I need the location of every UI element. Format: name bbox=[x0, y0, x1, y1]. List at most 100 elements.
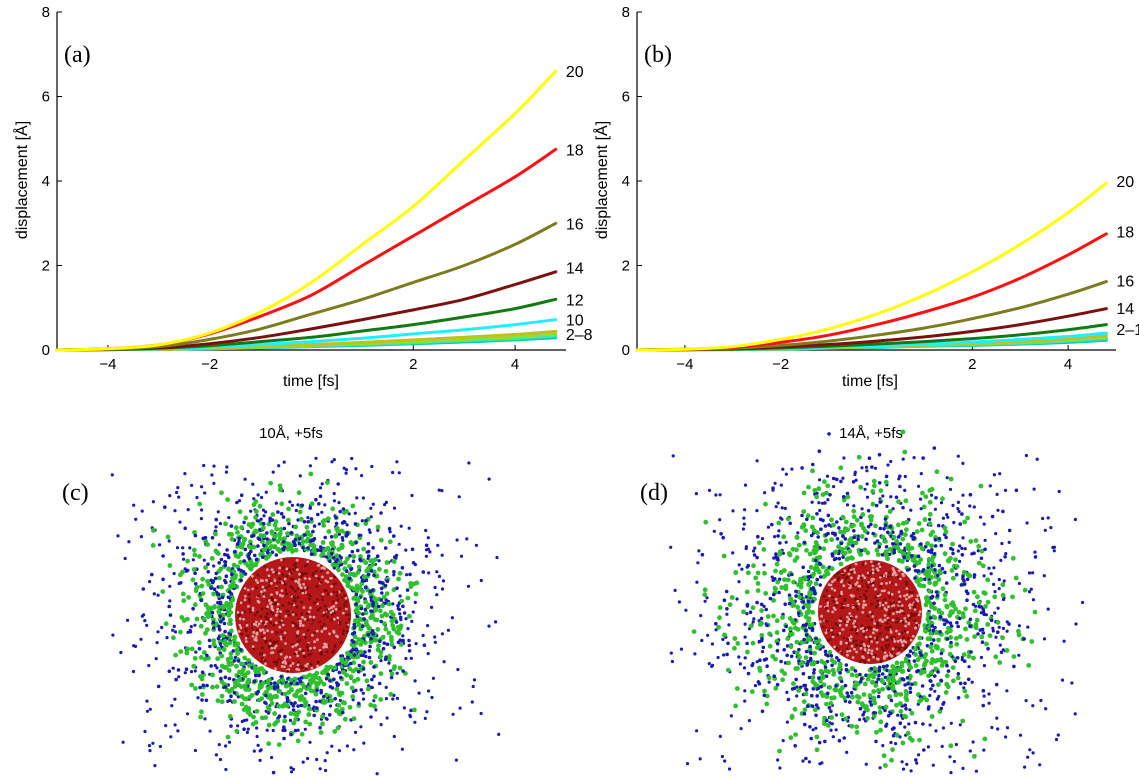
blue-atom bbox=[823, 739, 827, 744]
red-atom bbox=[296, 627, 300, 631]
red-atom bbox=[264, 662, 267, 666]
plot-b-ytick-label: 2 bbox=[622, 258, 630, 275]
red-atom bbox=[858, 595, 862, 599]
green-atom bbox=[943, 690, 949, 695]
green-atom bbox=[799, 524, 805, 530]
plot-b-ytick-label: 8 bbox=[622, 4, 630, 21]
blue-atom bbox=[1005, 689, 1009, 693]
blue-atom bbox=[111, 633, 115, 637]
blue-atom bbox=[378, 639, 382, 643]
red-atom bbox=[269, 610, 273, 614]
blue-atom bbox=[811, 462, 815, 467]
red-atom bbox=[307, 610, 311, 614]
blue-atom bbox=[299, 703, 304, 708]
blue-atom bbox=[695, 580, 699, 584]
blue-atom bbox=[773, 481, 777, 485]
blue-atom bbox=[903, 488, 907, 492]
blue-atom bbox=[393, 555, 397, 559]
blue-atom bbox=[272, 685, 277, 689]
blue-atom bbox=[332, 499, 336, 503]
red-atom bbox=[256, 581, 260, 584]
blue-atom bbox=[965, 577, 970, 582]
green-atom bbox=[797, 654, 802, 660]
green-atom bbox=[954, 564, 960, 569]
blue-atom bbox=[372, 665, 376, 669]
red-atom bbox=[880, 589, 884, 593]
green-atom bbox=[273, 519, 279, 525]
green-atom bbox=[266, 686, 271, 691]
green-atom bbox=[922, 517, 928, 522]
blue-atom bbox=[175, 490, 179, 495]
blue-atom bbox=[931, 683, 935, 688]
panel-label-a: (a) bbox=[64, 42, 91, 68]
blue-atom bbox=[368, 589, 373, 594]
green-atom bbox=[220, 633, 225, 639]
blue-atom bbox=[193, 748, 197, 753]
blue-atom bbox=[385, 579, 390, 583]
blue-atom bbox=[396, 640, 401, 645]
red-atom bbox=[857, 574, 861, 578]
blue-atom bbox=[375, 554, 380, 558]
red-atom bbox=[334, 601, 338, 605]
red-atom bbox=[281, 604, 285, 607]
blue-atom bbox=[384, 655, 388, 659]
green-atom bbox=[307, 672, 313, 678]
green-atom bbox=[750, 605, 756, 611]
green-atom bbox=[928, 636, 933, 642]
green-atom bbox=[299, 694, 304, 699]
red-atom bbox=[845, 641, 848, 645]
green-atom bbox=[810, 515, 816, 521]
blue-atom bbox=[979, 611, 984, 615]
blue-atom bbox=[265, 537, 269, 541]
blue-atom bbox=[435, 593, 439, 597]
blue-atom bbox=[308, 464, 312, 468]
green-atom bbox=[812, 707, 818, 713]
blue-atom bbox=[379, 619, 384, 624]
blue-atom bbox=[433, 640, 437, 644]
blue-atom bbox=[340, 536, 345, 540]
blue-atom bbox=[853, 472, 857, 477]
blue-atom bbox=[746, 671, 751, 676]
red-atom bbox=[338, 607, 342, 610]
blue-atom bbox=[948, 487, 953, 491]
blue-atom bbox=[168, 584, 172, 588]
green-atom bbox=[929, 543, 934, 549]
blue-atom bbox=[330, 744, 334, 748]
red-atom bbox=[878, 624, 882, 628]
blue-atom bbox=[873, 466, 878, 470]
red-atom bbox=[309, 652, 312, 656]
blue-atom bbox=[858, 680, 863, 684]
red-atom bbox=[866, 614, 869, 618]
green-atom bbox=[363, 521, 369, 526]
red-atom bbox=[299, 586, 303, 590]
red-atom bbox=[885, 581, 888, 585]
red-atom bbox=[856, 577, 860, 580]
blue-atom bbox=[954, 742, 959, 747]
green-atom bbox=[391, 666, 397, 672]
blue-atom bbox=[845, 503, 850, 507]
blue-atom bbox=[718, 734, 722, 739]
green-atom bbox=[304, 538, 309, 544]
green-atom bbox=[985, 622, 991, 627]
green-atom bbox=[259, 666, 264, 671]
blue-atom bbox=[413, 720, 417, 724]
green-atom bbox=[902, 449, 908, 455]
blue-atom bbox=[722, 653, 726, 657]
green-atom bbox=[965, 572, 971, 577]
red-atom bbox=[831, 580, 834, 584]
green-atom bbox=[840, 514, 846, 520]
green-atom bbox=[976, 560, 982, 566]
green-atom bbox=[368, 558, 374, 564]
blue-atom bbox=[384, 685, 388, 690]
red-atom bbox=[301, 624, 305, 627]
blue-atom bbox=[291, 704, 296, 708]
green-atom bbox=[414, 580, 420, 586]
green-atom bbox=[368, 702, 374, 708]
blue-atom bbox=[472, 678, 477, 682]
blue-atom bbox=[743, 635, 747, 639]
blue-atom bbox=[961, 493, 965, 497]
blue-atom bbox=[199, 517, 203, 521]
blue-atom bbox=[960, 512, 964, 516]
blue-atom bbox=[320, 482, 324, 486]
red-atom bbox=[883, 614, 887, 617]
